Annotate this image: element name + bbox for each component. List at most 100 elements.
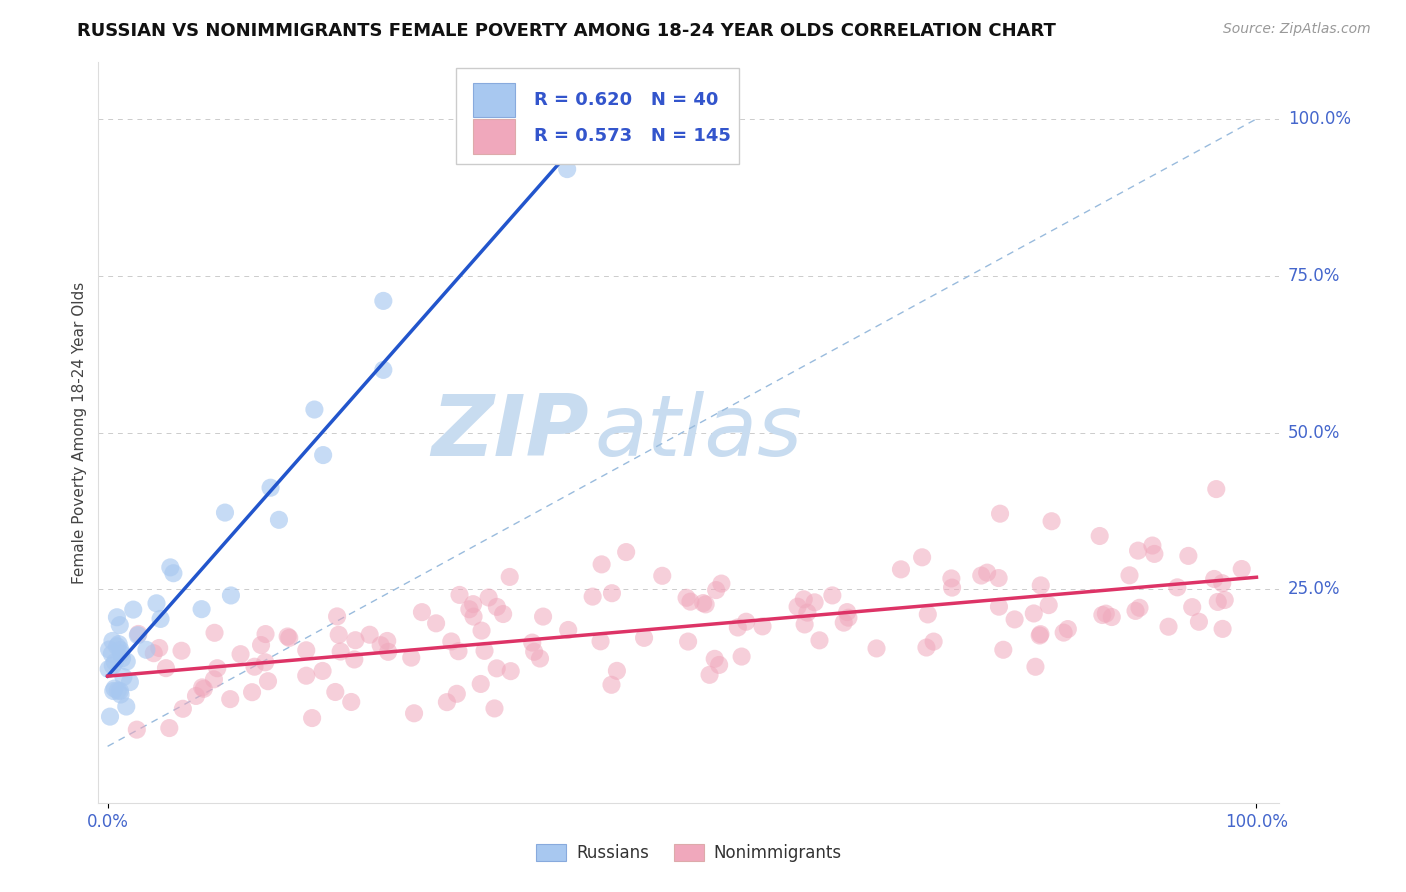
Point <box>695 598 717 612</box>
Point <box>101 658 124 673</box>
Text: 50.0%: 50.0% <box>1288 424 1340 442</box>
Text: 75.0%: 75.0% <box>1288 267 1340 285</box>
Point <box>1166 580 1188 594</box>
Text: RUSSIAN VS NONIMMIGRANTS FEMALE POVERTY AMONG 18-24 YEAR OLDS CORRELATION CHART: RUSSIAN VS NONIMMIGRANTS FEMALE POVERTY … <box>77 22 1056 40</box>
Point <box>447 644 470 658</box>
Point <box>98 642 121 657</box>
Point <box>582 590 605 604</box>
Point <box>1230 562 1253 576</box>
Point <box>127 627 149 641</box>
Point <box>359 628 381 642</box>
Point <box>190 602 212 616</box>
Point <box>821 589 844 603</box>
Point <box>499 570 522 584</box>
Point <box>125 723 148 737</box>
Point <box>145 596 167 610</box>
Point <box>988 507 1011 521</box>
Point <box>155 661 177 675</box>
Point <box>1181 600 1204 615</box>
Point <box>1142 539 1164 553</box>
Point <box>1125 604 1147 618</box>
Point <box>148 640 170 655</box>
Point <box>1126 543 1149 558</box>
Point <box>254 655 277 669</box>
Point <box>1177 549 1199 563</box>
Point <box>633 631 655 645</box>
Point <box>440 634 463 648</box>
Point <box>1053 625 1076 640</box>
Point <box>710 576 733 591</box>
Point <box>915 640 938 655</box>
Point <box>890 562 912 576</box>
Point <box>259 481 281 495</box>
Point <box>1188 615 1211 629</box>
Point <box>98 709 121 723</box>
Point <box>1029 627 1052 641</box>
Point <box>254 627 277 641</box>
Point <box>170 644 193 658</box>
Point <box>917 607 939 622</box>
Point <box>600 586 623 600</box>
Point <box>100 647 122 661</box>
Point <box>449 588 471 602</box>
Point <box>340 695 363 709</box>
Point <box>204 625 226 640</box>
Point <box>207 661 229 675</box>
Point <box>159 560 181 574</box>
Point <box>135 642 157 657</box>
Point <box>1157 620 1180 634</box>
Point <box>1024 659 1046 673</box>
Point <box>202 673 225 687</box>
Point <box>1101 610 1123 624</box>
Point <box>727 620 749 634</box>
Point <box>243 659 266 673</box>
Text: 25.0%: 25.0% <box>1288 581 1340 599</box>
Point <box>941 581 963 595</box>
Point <box>304 402 326 417</box>
Point <box>1056 622 1078 636</box>
Point <box>118 675 141 690</box>
Point <box>1028 628 1050 642</box>
Point <box>107 637 129 651</box>
Point <box>470 624 492 638</box>
Text: R = 0.620   N = 40: R = 0.620 N = 40 <box>534 91 718 110</box>
Point <box>370 638 392 652</box>
Point <box>676 634 699 648</box>
Point <box>485 661 508 675</box>
Point <box>1211 576 1233 591</box>
Point <box>295 669 318 683</box>
Point <box>529 651 551 665</box>
Point <box>865 641 887 656</box>
Point <box>446 687 468 701</box>
Point <box>108 618 131 632</box>
Point <box>837 610 859 624</box>
Point <box>499 664 522 678</box>
Point <box>250 638 273 652</box>
Point <box>103 684 125 698</box>
Point <box>122 602 145 616</box>
Point <box>112 670 135 684</box>
Point <box>751 619 773 633</box>
Point <box>115 699 138 714</box>
Point <box>463 597 485 611</box>
Point <box>1204 572 1226 586</box>
Point <box>375 634 398 648</box>
Point <box>1040 514 1063 528</box>
Point <box>1004 612 1026 626</box>
Text: 100.0%: 100.0% <box>1288 110 1351 128</box>
Point <box>808 633 831 648</box>
Point <box>600 678 623 692</box>
Point <box>1205 482 1227 496</box>
Text: atlas: atlas <box>595 391 803 475</box>
Point <box>193 681 215 696</box>
Point <box>941 571 963 585</box>
Point <box>557 623 579 637</box>
Point <box>103 681 125 696</box>
Point <box>411 605 433 619</box>
Point <box>703 652 725 666</box>
Point <box>1029 578 1052 592</box>
FancyBboxPatch shape <box>472 120 516 153</box>
Point <box>240 685 263 699</box>
Point <box>1206 595 1229 609</box>
Point <box>257 674 280 689</box>
